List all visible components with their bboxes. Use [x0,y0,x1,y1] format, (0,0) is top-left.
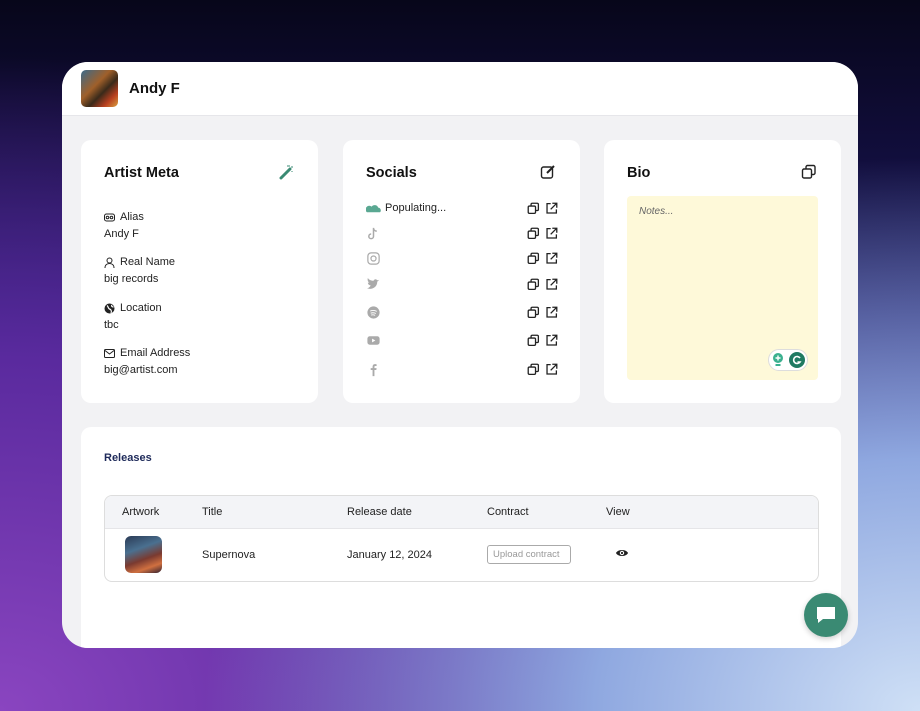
avatar [81,70,118,107]
notes-placeholder: Notes... [639,206,674,217]
social-row-instagram [366,249,558,267]
magic-wand-icon[interactable] [278,164,294,180]
social-actions [527,227,558,240]
external-link-icon[interactable] [545,306,558,319]
lightbulb-icon[interactable] [772,353,784,367]
external-link-icon[interactable] [545,334,558,347]
artist-name: Andy F [129,80,180,97]
releases-table: Artwork Title Release date Contract View… [104,495,819,582]
social-row-twitter [366,275,558,293]
column-header: Contract [487,496,606,529]
field-value: big records [104,273,159,285]
copy-icon[interactable] [527,252,540,265]
field-label: Location [120,302,162,314]
social-actions [527,334,558,347]
copy-icon[interactable] [527,363,540,376]
field-value: Andy F [104,228,139,240]
user-icon [104,257,115,268]
copy-icon[interactable] [527,202,540,215]
field-value: tbc [104,319,119,331]
table-row: Supernova January 12, 2024 Upload contra… [105,528,818,581]
social-row-tiktok [366,224,558,242]
social-actions [527,363,558,376]
social-row-facebook [366,360,558,378]
socials-card: Socials Populating... [343,140,580,403]
spotify-icon [367,305,380,319]
copy-icon[interactable] [801,164,817,180]
release-artwork[interactable] [125,536,162,574]
soundcloud-icon [366,204,381,212]
chat-icon [817,607,835,623]
mask-icon [104,213,115,221]
artist-window: Andy F Artist Meta Alias Andy F Real Nam… [62,62,858,648]
twitter-icon [366,277,380,289]
releases-title: Releases [104,452,152,464]
card-title: Socials [366,165,417,181]
external-link-icon[interactable] [545,278,558,291]
eye-icon[interactable] [615,548,629,558]
meta-location: Location tbc [104,302,162,331]
releases-card: Releases Artwork Title Release date Cont… [81,427,841,648]
external-link-icon[interactable] [545,202,558,215]
social-actions [527,202,558,215]
social-row-youtube [366,331,558,349]
social-row-soundcloud: Populating... [366,199,558,217]
meta-email: Email Address big@artist.com [104,347,190,376]
meta-alias: Alias Andy F [104,211,144,240]
instagram-icon [367,251,380,265]
copy-icon[interactable] [527,334,540,347]
bio-card: Bio Notes... [604,140,841,403]
field-label: Email Address [120,347,191,359]
edit-icon[interactable] [540,164,556,180]
field-label: Real Name [120,256,176,268]
column-header: Artwork [105,496,202,529]
mail-icon [104,348,115,358]
copy-icon[interactable] [527,278,540,291]
grammarly-widget[interactable] [768,349,808,371]
social-value: Populating... [385,202,447,214]
chat-button[interactable] [804,593,848,637]
column-header: View [606,496,818,529]
copy-icon[interactable] [527,306,540,319]
social-actions [527,306,558,319]
external-link-icon[interactable] [545,227,558,240]
grammarly-icon[interactable] [788,352,805,368]
youtube-icon [367,335,380,345]
copy-icon[interactable] [527,227,540,240]
column-header: Title [202,496,347,529]
artist-meta-card: Artist Meta Alias Andy F Real Name big r… [81,140,318,403]
table-header-row: Artwork Title Release date Contract View [105,496,818,529]
field-label: Alias [120,211,144,223]
column-header: Release date [347,496,487,529]
social-actions [527,278,558,291]
social-actions [527,252,558,265]
release-title: Supernova [202,548,256,561]
header: Andy F [62,62,858,116]
globe-icon [104,303,115,313]
external-link-icon[interactable] [545,252,558,265]
card-title: Bio [627,165,651,181]
upload-contract-input[interactable]: Upload contract [487,545,571,565]
external-link-icon[interactable] [545,363,558,376]
meta-real-name: Real Name big records [104,256,175,285]
social-row-spotify [366,303,558,321]
card-title: Artist Meta [104,165,179,181]
bio-notes-textarea[interactable]: Notes... [627,196,818,380]
facebook-icon [370,363,377,376]
field-value: big@artist.com [104,364,178,376]
release-date: January 12, 2024 [347,548,433,561]
tiktok-icon [368,227,377,239]
